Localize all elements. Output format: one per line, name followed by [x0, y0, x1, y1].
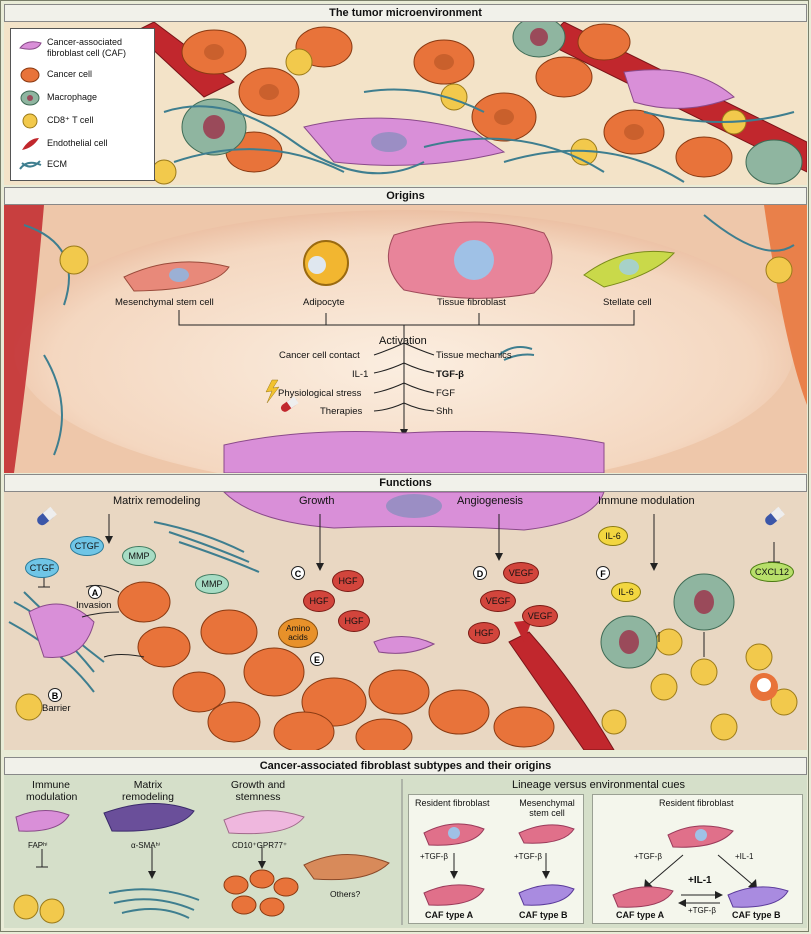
marker-asma: α-SMAʰⁱ	[131, 841, 161, 850]
env-caf-b: CAF type B	[732, 910, 781, 920]
label-d: D	[473, 566, 487, 580]
lineage-caf-a: CAF type A	[425, 910, 474, 920]
il6-bubble-1: IL-6	[598, 526, 628, 546]
cxcl12-bubble: CXCL12	[750, 562, 794, 582]
functions-title: Functions	[4, 474, 807, 492]
label-a: A	[88, 585, 102, 599]
ctgf-bubble-1: CTGF	[25, 558, 59, 578]
legend: Cancer-associated fibroblast cell (CAF) …	[10, 28, 155, 181]
il6-bubble-2: IL-6	[611, 582, 641, 602]
cue-therapies: Therapies	[320, 406, 363, 417]
subtype-growth-label: Growth and stemness	[230, 779, 286, 803]
endothelial-icon	[22, 138, 39, 150]
environmental-scene	[612, 825, 789, 908]
ecm-icon	[19, 160, 42, 170]
env-tgf-label: +TGF-β	[634, 852, 662, 861]
cue-shh: Shh	[436, 406, 453, 417]
cue-tissue-mechanics: Tissue mechanics	[436, 350, 512, 361]
subtype-others-label: Others?	[330, 889, 361, 899]
ctgf-bubble-2: CTGF	[70, 536, 104, 556]
subtypes-scene	[13, 779, 403, 925]
caf-icon	[19, 41, 42, 50]
origin-stellate-label: Stellate cell	[603, 297, 652, 308]
lineage-title: Lineage versus environmental cues	[512, 779, 686, 791]
env-il1-arrow-label: +IL-1	[688, 875, 712, 886]
cue-physiological-stress: Physiological stress	[278, 388, 362, 399]
origin-adipocyte-label: Adipocyte	[303, 297, 345, 308]
activation-label: Activation	[379, 335, 427, 347]
env-il1-label: +IL-1	[735, 852, 754, 861]
subtype-immune-label: Immune modulation	[26, 779, 78, 803]
origins-panel	[4, 205, 807, 473]
t-cell-icon	[22, 113, 38, 129]
lineage-tgf-right: +TGF-β	[514, 852, 542, 861]
vegf-bubble-2: VEGF	[480, 590, 516, 612]
tme-title: The tumor microenvironment	[4, 4, 807, 22]
macrophage-icon	[20, 90, 40, 106]
lineage-scene	[423, 823, 575, 906]
vegf-bubble-1: VEGF	[503, 562, 539, 584]
hgf-bubble-2: HGF	[303, 590, 335, 612]
origins-scene	[4, 205, 807, 473]
lineage-caf-b: CAF type B	[519, 910, 568, 920]
marker-cd10: CD10⁺GPR77⁺	[232, 841, 288, 850]
label-e: E	[310, 652, 324, 666]
invasion-label: Invasion	[76, 600, 112, 611]
lineage-tgf-left: +TGF-β	[420, 852, 448, 861]
origin-msc-label: Mesenchymal stem cell	[115, 297, 214, 308]
cancer-cell-icon	[20, 67, 40, 83]
func-angiogenesis: Angiogenesis	[457, 495, 524, 507]
cue-tgfb: TGF-β	[436, 369, 464, 380]
subtypes-title: Cancer-associated fibroblast subtypes an…	[4, 757, 807, 775]
label-b: B	[48, 688, 62, 702]
func-growth: Growth	[299, 495, 335, 507]
env-caf-a: CAF type A	[616, 910, 665, 920]
label-c: C	[291, 566, 305, 580]
lineage-box	[408, 794, 584, 924]
hgf-bubble-3: HGF	[338, 610, 370, 632]
environmental-box	[592, 794, 803, 924]
origin-fibroblast-label: Tissue fibroblast	[437, 297, 506, 308]
tme-scene	[133, 22, 807, 185]
env-resident-label: Resident fibroblast	[659, 798, 734, 808]
lineage-msc-label: Mesenchymal stem cell	[519, 798, 575, 818]
label-f: F	[596, 566, 610, 580]
env-tgf-arrow-label: +TGF-β	[688, 906, 716, 915]
lineage-resident-label: Resident fibroblast	[415, 798, 490, 808]
barrier-label: Barrier	[42, 703, 71, 714]
func-immune-modulation: Immune modulation	[598, 495, 695, 507]
vegf-bubble-3: VEGF	[522, 605, 558, 627]
cue-fgf: FGF	[436, 388, 455, 399]
subtype-matrix-label: Matrix remodeling	[122, 779, 174, 803]
hgf-bubble-4: HGF	[468, 622, 500, 644]
marker-fap: FAPʰⁱ	[28, 841, 48, 850]
functions-panel	[4, 492, 807, 750]
functions-scene	[8, 492, 798, 750]
cue-cancer-contact: Cancer cell contact	[279, 350, 360, 361]
mmp-bubble-1: MMP	[122, 546, 156, 566]
cue-il1: IL-1	[352, 369, 369, 380]
amino-acids-bubble: Amino acids	[278, 618, 318, 648]
hgf-bubble-1: HGF	[332, 570, 364, 592]
func-matrix-remodeling: Matrix remodeling	[113, 495, 201, 507]
origins-title: Origins	[4, 187, 807, 205]
mmp-bubble-2: MMP	[195, 574, 229, 594]
